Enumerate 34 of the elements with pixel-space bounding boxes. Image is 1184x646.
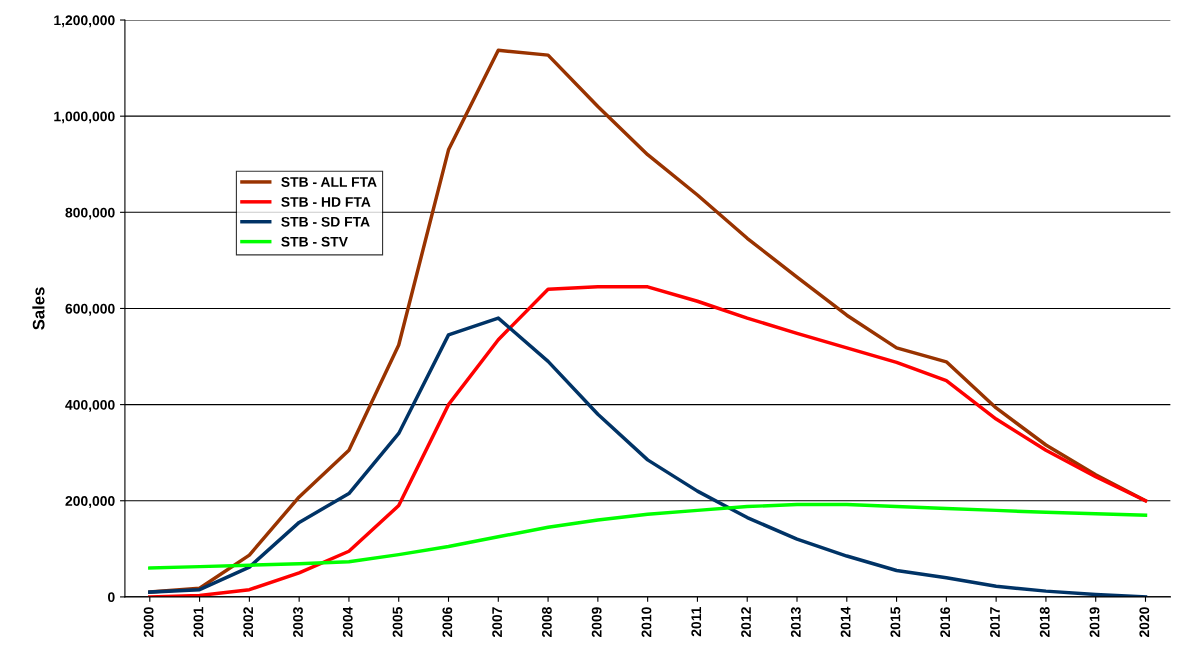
x-tick-label: 2016: [940, 607, 951, 638]
legend-label: STB - SD FTA: [281, 216, 370, 227]
y-tick-label: 600,000: [65, 303, 115, 316]
x-tick-label: 2017: [990, 607, 1000, 638]
legend-label: STB - HD FTA: [281, 197, 371, 207]
y-tick-label: 400,000: [65, 399, 115, 412]
x-tick-label: 2006: [442, 607, 453, 638]
x-tick-label: 2019: [1089, 607, 1100, 638]
x-tick-label: 2009: [591, 607, 602, 638]
x-tick-label: 2018: [1039, 607, 1050, 638]
x-tick-label: 2013: [790, 607, 801, 638]
y-tick-label: 1,200,000: [54, 15, 115, 28]
x-tick-label: 2001: [193, 607, 204, 638]
y-tick-label: 1,000,000: [54, 111, 115, 124]
x-tick-label: 2000: [143, 607, 154, 638]
y-axis-title: Sales: [32, 287, 45, 330]
line-series: [148, 502, 1148, 570]
x-tick-label: 2010: [641, 607, 652, 638]
y-tick-label: 800,000: [65, 207, 115, 220]
x-tick-label: 2003: [293, 607, 303, 638]
y-tick-label: 0: [108, 592, 115, 603]
x-tick-label: 2008: [541, 607, 552, 638]
x-tick-label: 2014: [840, 606, 851, 638]
x-tick-label: 2012: [741, 607, 751, 638]
legend-label: STB - STV: [281, 236, 348, 247]
x-tick-label: 2011: [691, 607, 702, 637]
x-tick-label: 2020: [1139, 607, 1150, 638]
x-tick-label: 2007: [492, 607, 503, 638]
y-tick-label: 200,000: [65, 496, 115, 508]
x-tick-label: 2002: [243, 607, 254, 638]
x-tick-label: 2004: [342, 606, 353, 638]
x-tick-label: 2005: [392, 607, 403, 638]
x-tick-label: 2015: [890, 607, 901, 638]
legend-label: STB - ALL FTA: [281, 177, 377, 187]
